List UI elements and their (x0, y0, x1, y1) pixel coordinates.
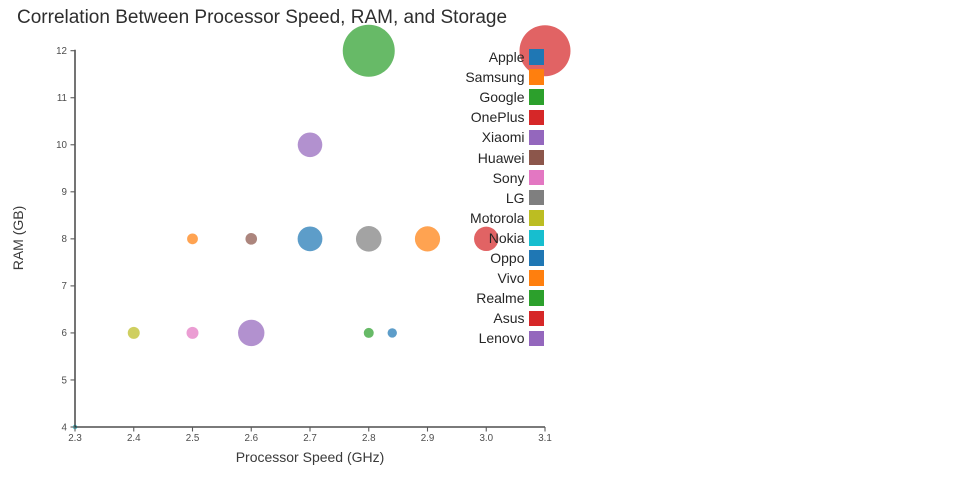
y-tick-label-10: 10 (56, 140, 67, 151)
legend-swatch-lenovo (528, 330, 544, 347)
legend-label-asus: Asus (493, 310, 525, 327)
bubble-vivo (187, 233, 198, 245)
legend-item-lg: LG (413, 188, 544, 208)
legend-item-nokia: Nokia (413, 228, 544, 248)
x-tick-label-2.5: 2.5 (186, 433, 200, 444)
x-axis-label: Processor Speed (GHz) (235, 449, 385, 465)
legend-swatch-huawei (528, 149, 544, 166)
y-tick-label-4: 4 (62, 422, 68, 433)
legend-swatch-motorola (528, 210, 544, 226)
legend-swatch-sony (528, 169, 544, 186)
legend-swatch-lg (528, 189, 544, 206)
x-tick-label-3.0: 3.0 (479, 433, 493, 444)
legend-label-oneplus: OnePlus (470, 109, 525, 126)
legend-item-google: Google (413, 87, 544, 107)
legend-item-oppo: Oppo (413, 248, 544, 268)
legend-item-huawei: Huawei (413, 147, 544, 167)
legend-item-realme: Realme (413, 288, 544, 308)
y-tick-label-8: 8 (62, 234, 68, 245)
bubble-realme (363, 327, 374, 338)
y-tick-label-5: 5 (62, 375, 68, 386)
x-tick-label-2.8: 2.8 (362, 433, 376, 444)
bubble-huawei (245, 233, 258, 245)
x-tick-label-2.3: 2.3 (68, 433, 82, 444)
legend-item-vivo: Vivo (413, 268, 544, 288)
legend-item-asus: Asus (413, 308, 544, 328)
legend-swatch-oppo (528, 250, 544, 266)
legend-label-samsung: Samsung (465, 69, 525, 86)
bubble-motorola (127, 326, 140, 339)
legend: Apple Samsung Google OnePlus Xiaomi Huawei Son… (413, 47, 544, 348)
y-tick-label-6: 6 (62, 328, 68, 339)
legend-swatch-asus (528, 310, 544, 327)
legend-label-vivo: Vivo (497, 270, 525, 287)
x-tick-label-3.1: 3.1 (538, 433, 552, 444)
legend-swatch-google (528, 89, 544, 105)
legend-swatch-xiaomi (528, 129, 544, 146)
y-axis-label: RAM (GB) (10, 205, 26, 271)
bubble-lenovo (238, 319, 265, 347)
legend-label-huawei: Huawei (477, 149, 525, 166)
legend-swatch-apple (528, 49, 544, 65)
x-tick-label-2.4: 2.4 (127, 433, 141, 444)
legend-item-lenovo: Lenovo (413, 328, 544, 348)
y-tick-label-7: 7 (62, 281, 67, 292)
y-tick-label-11: 11 (57, 93, 67, 104)
legend-label-lenovo: Lenovo (478, 330, 525, 347)
legend-swatch-samsung (528, 69, 544, 85)
y-tick-label-9: 9 (62, 187, 67, 198)
legend-label-google: Google (479, 89, 525, 106)
legend-swatch-vivo (528, 270, 544, 286)
legend-item-oneplus: OnePlus (413, 107, 544, 127)
legend-swatch-realme (528, 290, 544, 306)
legend-label-lg: LG (505, 189, 525, 206)
y-tick-label-12: 12 (56, 46, 67, 57)
bubble-oppo (387, 328, 397, 338)
legend-item-apple: Apple (413, 47, 544, 67)
legend-swatch-oneplus (528, 109, 544, 126)
bubble-xiaomi (297, 132, 323, 158)
legend-swatch-nokia (528, 230, 544, 246)
bubble-apple (297, 226, 323, 252)
legend-label-realme: Realme (476, 290, 525, 307)
legend-label-motorola: Motorola (470, 209, 525, 226)
legend-label-nokia: Nokia (488, 229, 525, 246)
legend-label-xiaomi: Xiaomi (481, 129, 525, 146)
legend-label-apple: Apple (488, 49, 525, 66)
bubble-sony (186, 326, 199, 339)
legend-item-sony: Sony (413, 168, 544, 188)
bubble-google (342, 24, 395, 77)
bubble-lg (355, 226, 382, 252)
chart-title: Correlation Between Processor Speed, RAM… (17, 7, 508, 28)
legend-item-samsung: Samsung (413, 67, 544, 87)
x-tick-label-2.7: 2.7 (303, 433, 317, 444)
x-tick-label-2.6: 2.6 (244, 433, 258, 444)
x-tick-label-2.9: 2.9 (421, 433, 435, 444)
legend-label-oppo: Oppo (490, 249, 525, 266)
legend-item-motorola: Motorola (413, 208, 544, 228)
bubble-samsung (414, 226, 441, 252)
bubble-oneplus (474, 226, 499, 252)
legend-item-xiaomi: Xiaomi (413, 127, 544, 147)
legend-label-sony: Sony (492, 169, 525, 186)
